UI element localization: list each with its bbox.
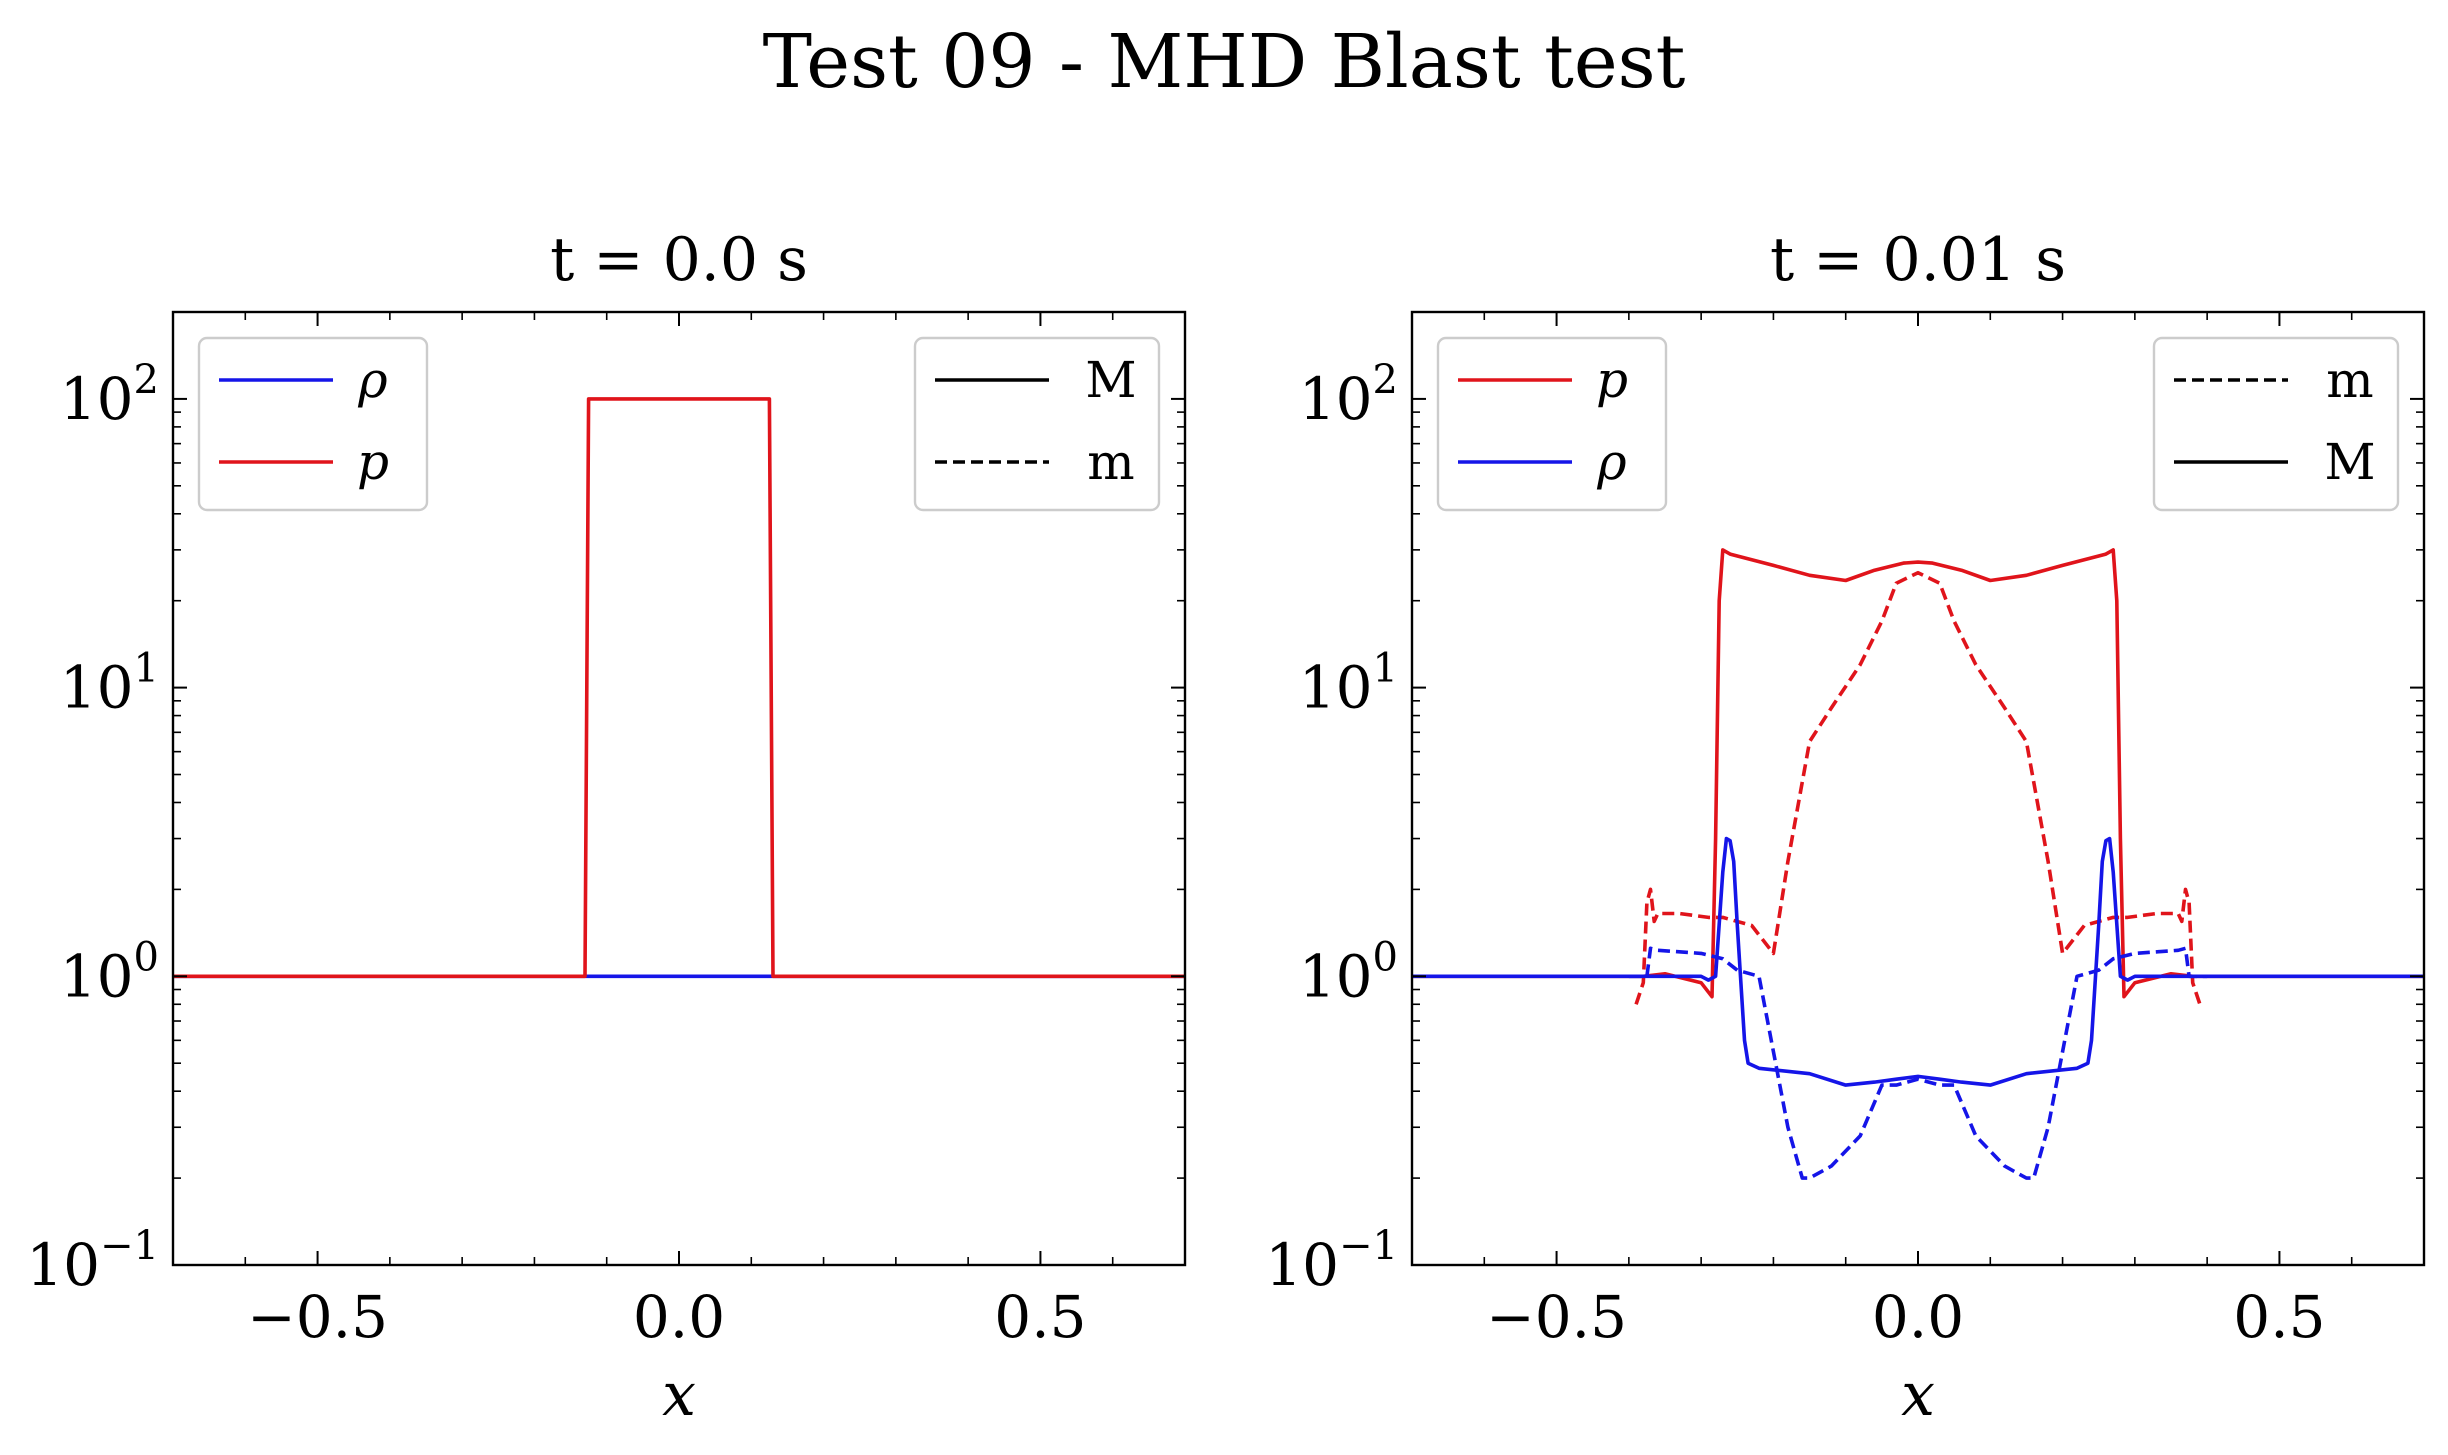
x-tick-label: 0.0 — [1872, 1283, 1964, 1351]
legend-label: ρ — [1596, 433, 1627, 491]
y-tick-label: 100 — [60, 934, 159, 1010]
series-line-p-m — [1634, 570, 2202, 1005]
y-tick-label: 10−1 — [26, 1223, 159, 1299]
x-axis-label: x — [662, 1360, 696, 1430]
y-tick-base: 10 — [1265, 1231, 1339, 1299]
y-tick-label: 102 — [60, 357, 159, 433]
legend-variables: ρp — [197, 336, 429, 512]
legend-label: M — [1085, 351, 1136, 409]
y-tick-label: 100 — [1299, 934, 1398, 1010]
y-tick-exponent: 0 — [134, 934, 159, 980]
x-tick-label: 0.0 — [633, 1283, 725, 1351]
legend-box — [1436, 336, 1668, 512]
legend-label: p — [1596, 351, 1628, 409]
legend-styles: mM — [2152, 336, 2400, 512]
y-tick-exponent: 0 — [1373, 934, 1398, 980]
legend-label: m — [2326, 351, 2373, 409]
legend-label: M — [2324, 433, 2375, 491]
y-tick-base: 10 — [60, 942, 134, 1010]
series-line-rho-m — [1628, 946, 2208, 1180]
legend-label: ρ — [357, 351, 388, 409]
y-tick-label: 102 — [1299, 357, 1398, 433]
legend-box — [197, 336, 429, 512]
y-tick-exponent: −1 — [100, 1223, 159, 1269]
y-tick-base: 10 — [1299, 365, 1373, 433]
panel-title: t = 0.01 s — [1770, 225, 2066, 295]
y-tick-exponent: 1 — [134, 646, 159, 692]
x-tick-label: 0.5 — [994, 1283, 1086, 1351]
y-tick-exponent: −1 — [1339, 1223, 1398, 1269]
y-tick-label: 101 — [60, 646, 159, 722]
y-tick-base: 10 — [1299, 942, 1373, 1010]
y-tick-exponent: 2 — [134, 357, 159, 403]
series-line-p-M — [173, 397, 1185, 979]
y-tick-base: 10 — [26, 1231, 100, 1299]
legend-styles: Mm — [913, 336, 1161, 512]
series-line-rho-M — [1412, 836, 2424, 1087]
series-group — [1412, 548, 2424, 1180]
legend-label: p — [357, 433, 389, 491]
series-line-p-M — [1412, 548, 2424, 999]
y-tick-exponent: 2 — [1373, 357, 1398, 403]
panel-title: t = 0.0 s — [550, 225, 808, 295]
y-tick-base: 10 — [1299, 654, 1373, 722]
y-tick-base: 10 — [60, 654, 134, 722]
x-tick-label: 0.5 — [2233, 1283, 2325, 1351]
x-tick-label: −0.5 — [1486, 1283, 1627, 1351]
y-tick-base: 10 — [60, 365, 134, 433]
x-axis-label: x — [1901, 1360, 1935, 1430]
legend-variables: pρ — [1436, 336, 1668, 512]
x-tick-label: −0.5 — [247, 1283, 388, 1351]
series-group — [173, 397, 1185, 979]
y-tick-label: 10−1 — [1265, 1223, 1398, 1299]
y-tick-label: 101 — [1299, 646, 1398, 722]
figure-title: Test 09 - MHD Blast test — [762, 19, 1686, 105]
y-tick-exponent: 1 — [1373, 646, 1398, 692]
legend-label: m — [1087, 433, 1134, 491]
